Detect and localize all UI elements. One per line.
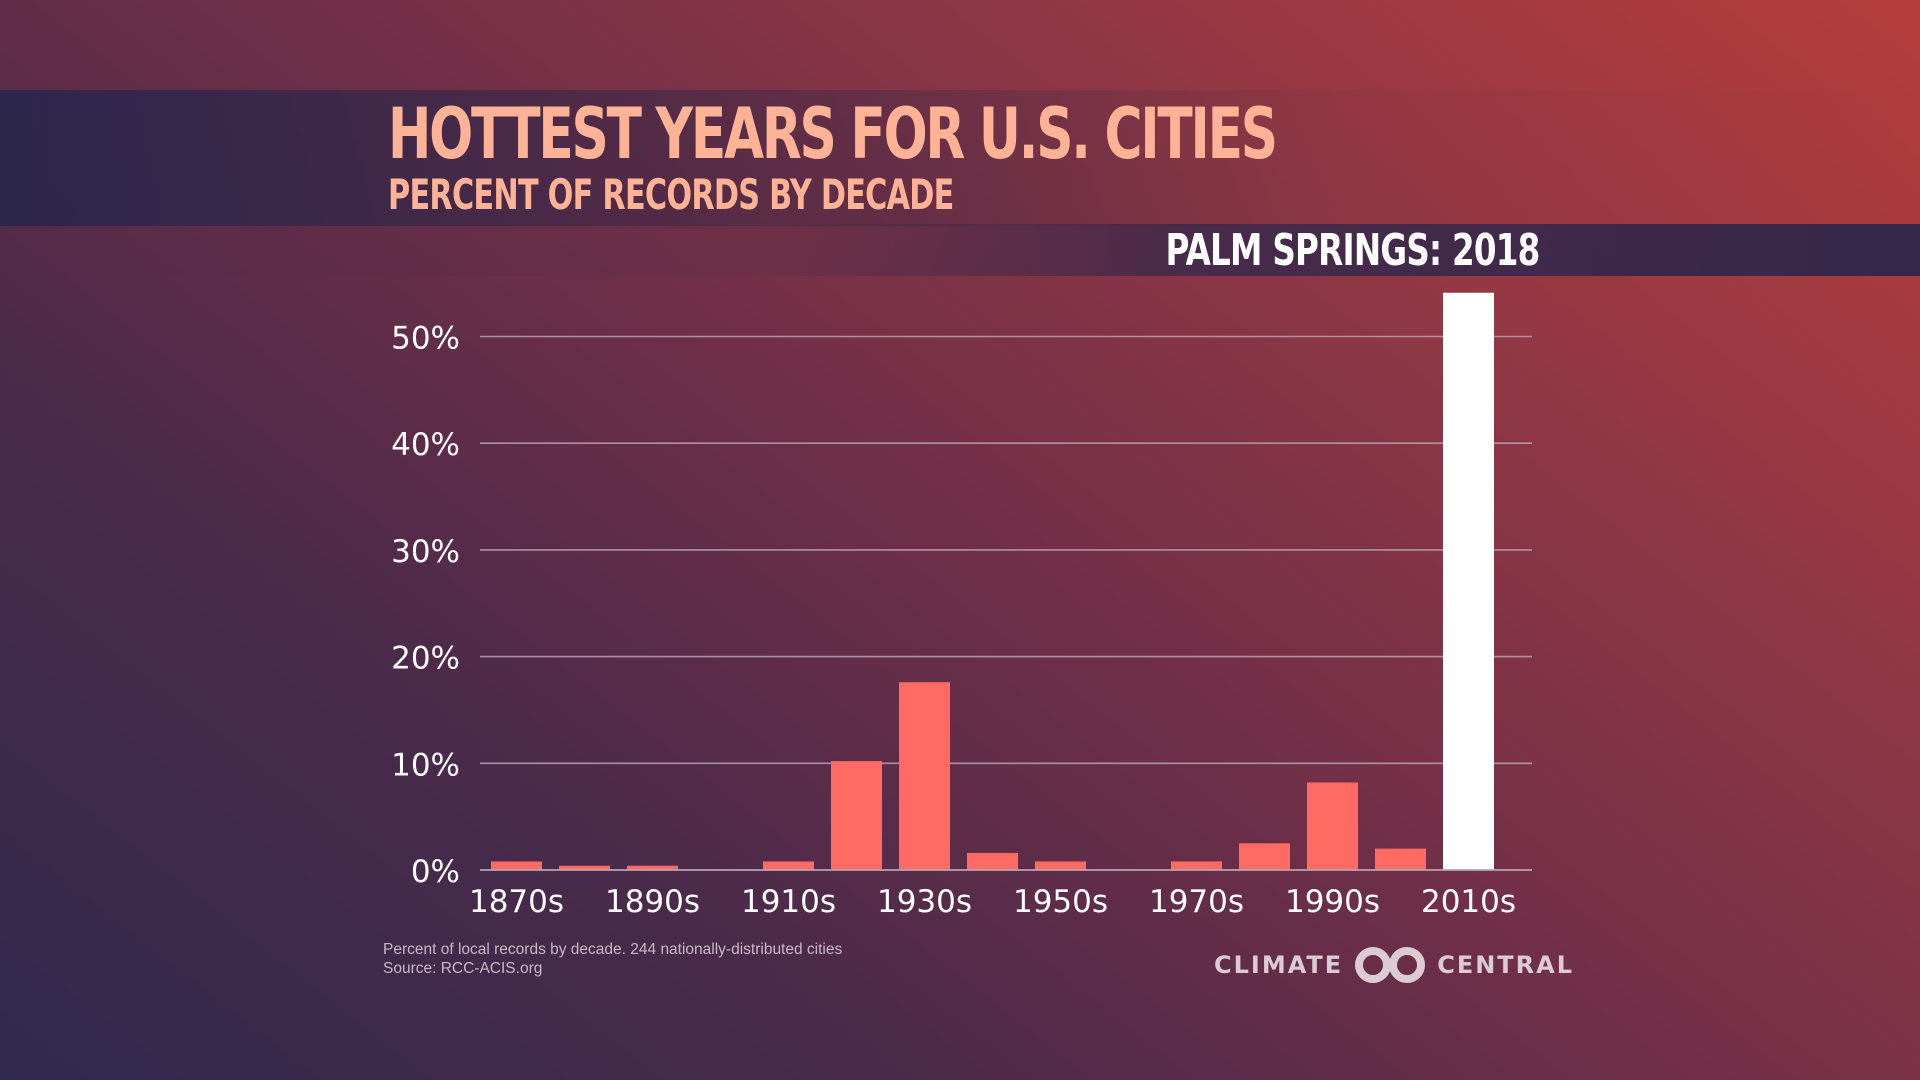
footnote: Percent of local records by decade. 244 …	[383, 940, 842, 978]
bar-1890s	[627, 865, 678, 870]
bar-1950s	[1035, 861, 1086, 870]
bar-1990s	[1307, 782, 1358, 870]
x-tick-label: 1870s	[469, 884, 564, 920]
y-tick-label: 40%	[391, 427, 460, 463]
x-tick-labels: 1870s 1890s 1910s 1930s 1950s 1970s 1990s 2010s	[469, 884, 1516, 920]
chart-subtitle: PERCENT OF RECORDS BY DECADE	[388, 170, 954, 219]
y-tick-label: 30%	[391, 534, 460, 570]
bar-1930s	[899, 682, 950, 870]
gridlines	[480, 335, 1532, 765]
bar-1910s	[763, 861, 814, 870]
climate-central-logo: CLIMATE CENTRAL	[1214, 944, 1574, 986]
y-tick-label: 0%	[411, 854, 460, 890]
logo-text-left: CLIMATE	[1214, 951, 1344, 979]
x-tick-label: 1890s	[605, 884, 700, 920]
x-tick-label: 1970s	[1149, 884, 1244, 920]
bar-1880s	[559, 865, 610, 870]
chart-title: HOTTEST YEARS FOR U.S. CITIES	[388, 93, 1278, 175]
bar-2010s	[1443, 292, 1494, 870]
bar-2000s	[1375, 848, 1426, 870]
city-label: PALM SPRINGS: 2018	[1165, 225, 1541, 276]
x-tick-label: 1910s	[741, 884, 836, 920]
bar-1980s	[1239, 843, 1290, 870]
x-tick-label: 2010s	[1421, 884, 1516, 920]
bars	[491, 292, 1494, 870]
y-tick-label: 20%	[391, 641, 460, 677]
x-tick-label: 1950s	[1013, 884, 1108, 920]
x-tick-label: 1930s	[877, 884, 972, 920]
footnote-source: Source: RCC-ACIS.org	[383, 960, 543, 977]
y-tick-label: 10%	[391, 747, 460, 783]
footnote-description: Percent of local records by decade. 244 …	[383, 941, 843, 958]
city-band	[0, 224, 1920, 276]
bar-1920s	[831, 761, 882, 870]
y-tick-label: 50%	[391, 321, 460, 357]
y-tick-labels: 0% 10% 20% 30% 40% 50%	[391, 321, 460, 891]
logo-text-right: CENTRAL	[1437, 951, 1575, 979]
bar-1870s	[491, 861, 542, 870]
bar-1970s	[1171, 861, 1222, 870]
x-tick-label: 1990s	[1285, 884, 1380, 920]
bar-1940s	[967, 852, 1018, 870]
climate-central-logo-icon	[1355, 947, 1426, 983]
title-band	[0, 90, 1920, 226]
